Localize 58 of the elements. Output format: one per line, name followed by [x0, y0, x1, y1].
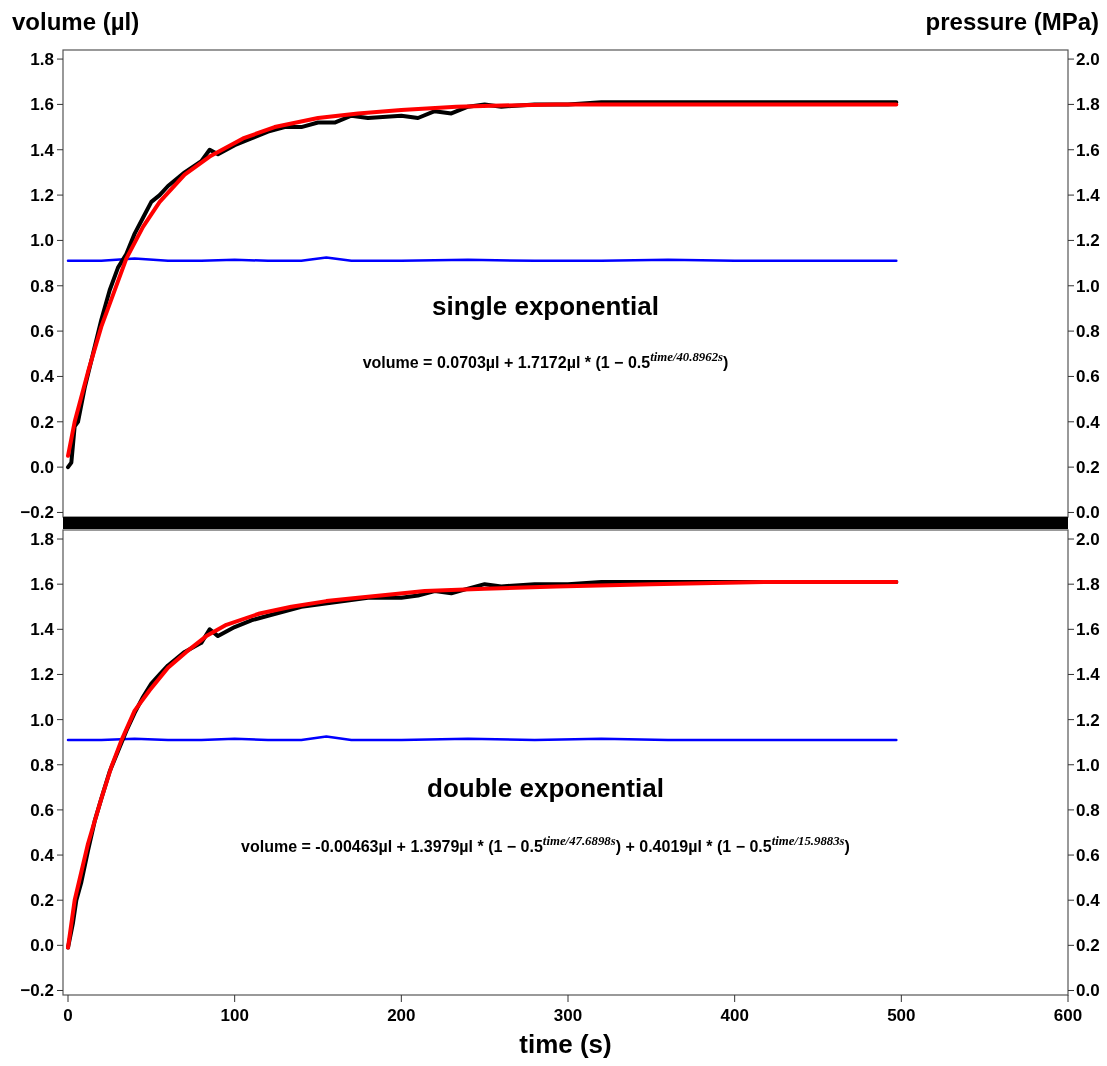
y-tick-label: 1.8 [30, 50, 54, 70]
y2-tick-label: 1.8 [1076, 95, 1100, 115]
annotation: volume = -0.00463µl + 1.3979µl * (1 − 0.5$^{time/47.6898s}$) + 0.4019µl * (1 − 0.5$^{time/15.9883s}$) [241, 834, 850, 855]
y2-tick-label: 0.0 [1076, 503, 1100, 523]
y-tick-label: 1.0 [30, 710, 54, 730]
y-tick-label: 1.6 [30, 95, 54, 115]
y2-tick-label: 1.6 [1076, 620, 1100, 640]
x-tick-label: 500 [887, 1006, 916, 1025]
y2-tick-label: 1.2 [1076, 231, 1100, 251]
y-tick-label: 1.2 [30, 665, 54, 685]
y-tick-label: −0.2 [20, 503, 54, 523]
y-tick-label: 0.4 [30, 367, 55, 387]
y2-tick-label: 0.0 [1076, 981, 1100, 1001]
y-tick-label: 0.2 [30, 891, 54, 911]
y2-tick-label: 0.8 [1076, 322, 1100, 342]
y-tick-label: −0.2 [20, 981, 54, 1001]
y2-tick-label: 0.6 [1076, 846, 1100, 865]
y-tick-label: 0.0 [30, 936, 54, 956]
annotation: double exponential [427, 773, 664, 803]
y-tick-label: 0.6 [30, 800, 54, 820]
y2-tick-label: 1.2 [1076, 710, 1100, 730]
annotation: single exponential [432, 291, 659, 321]
y-tick-label: 1.6 [30, 575, 54, 595]
y2-tick-label: 2.0 [1076, 529, 1100, 549]
y2-tick-label: 1.8 [1076, 575, 1100, 595]
y-tick-label: 1.0 [30, 231, 54, 251]
x-tick-label: 300 [553, 1006, 583, 1025]
y2-tick-label: 1.0 [1076, 755, 1100, 775]
y-tick-label: 1.8 [30, 529, 54, 549]
y-tick-label: 0.2 [30, 412, 54, 432]
y-tick-label: 0.0 [30, 458, 54, 478]
y2-tick-label: 0.4 [1076, 412, 1101, 432]
y-tick-label: 1.2 [30, 186, 54, 206]
y-tick-label: 1.4 [30, 140, 55, 160]
y2-tick-label: 0.2 [1076, 458, 1100, 478]
y-tick-label: 1.4 [30, 620, 55, 640]
annotation: volume = 0.0703µl + 1.7172µl * (1 − 0.5$^{time/40.8962s}$) [362, 350, 729, 371]
x-axis-title: time (s) [519, 1029, 612, 1059]
y-tick-label: 0.8 [30, 755, 54, 775]
x-tick-label: 200 [387, 1006, 416, 1025]
y2-tick-label: 0.8 [1076, 800, 1100, 820]
x-tick-label: 100 [220, 1006, 249, 1025]
x-tick-label: 600 [1053, 1006, 1083, 1025]
y-tick-label: 0.6 [30, 322, 54, 342]
x-tick-label: 0 [63, 1006, 73, 1025]
y-axis-title: volume (µl) [12, 8, 140, 35]
y2-axis-title: pressure (MPa) [925, 8, 1099, 35]
x-tick-label: 400 [720, 1006, 749, 1025]
y2-tick-label: 1.4 [1076, 186, 1101, 206]
y2-tick-label: 1.0 [1076, 276, 1100, 296]
y-tick-label: 0.8 [30, 276, 54, 296]
y2-tick-label: 0.6 [1076, 367, 1100, 387]
y2-tick-label: 1.4 [1076, 665, 1101, 685]
y2-tick-label: 2.0 [1076, 50, 1100, 70]
y-tick-label: 0.4 [30, 846, 55, 865]
y2-tick-label: 0.4 [1076, 891, 1101, 911]
y2-tick-label: 1.6 [1076, 140, 1100, 160]
y2-tick-label: 0.2 [1076, 936, 1100, 956]
